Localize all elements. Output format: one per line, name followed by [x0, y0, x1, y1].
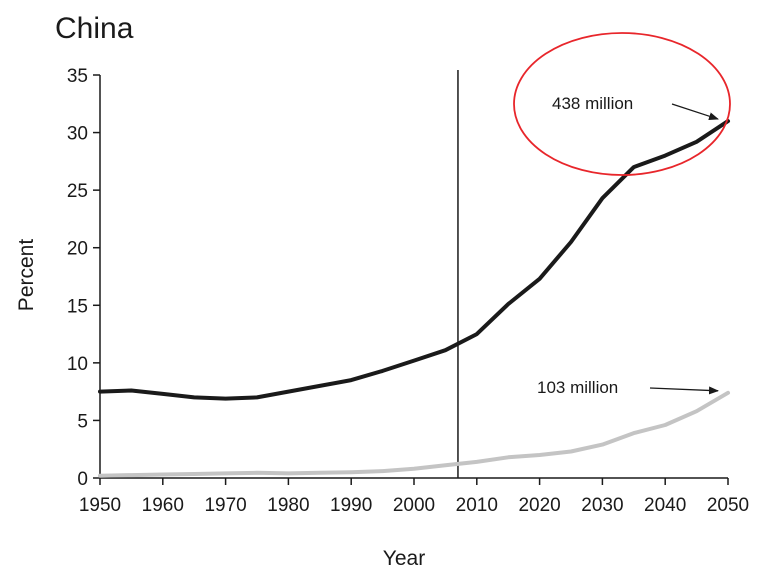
y-axis-label: Percent [15, 239, 38, 312]
y-tick-label: 35 [67, 66, 88, 87]
y-tick-label: 5 [77, 411, 88, 432]
chart-title: China [55, 12, 134, 45]
y-tick-label: 15 [67, 296, 88, 317]
y-tick-label: 30 [67, 124, 88, 145]
x-tick-label: 1970 [204, 495, 246, 516]
x-tick-label: 1980 [267, 495, 309, 516]
x-tick-label: 2050 [707, 495, 749, 516]
x-tick-label: 2010 [456, 495, 498, 516]
annotation-arrow [649, 386, 719, 395]
annotation-arrow [671, 103, 719, 121]
y-tick-label: 20 [67, 239, 88, 260]
series-line-1 [98, 119, 730, 401]
x-axis: 1950 1960 1970 1980 1990 2000 2010 2020 2030 2040… [79, 477, 749, 516]
x-tick-label: 2040 [644, 495, 686, 516]
y-tick-label: 10 [67, 354, 88, 375]
x-tick-label: 2020 [518, 495, 560, 516]
x-tick-label: 1950 [79, 495, 121, 516]
y-tick-label: 0 [77, 469, 88, 490]
x-tick-label: 1990 [330, 495, 372, 516]
x-tick-label: 1960 [142, 495, 184, 516]
highlight-circle [513, 32, 731, 176]
y-tick-label: 25 [67, 181, 88, 202]
x-tick-label: 2000 [393, 495, 435, 516]
x-tick-label: 2030 [581, 495, 623, 516]
y-axis: 0 5 10 15 20 25 30 35 [67, 66, 101, 490]
series-group [98, 119, 730, 478]
annotation-label: 103 million [537, 378, 618, 397]
x-axis-label: Year [383, 547, 425, 570]
annotation-group: 438 million 103 million [513, 32, 731, 397]
series-line-2 [98, 390, 730, 478]
annotation-label: 438 million [552, 94, 633, 113]
